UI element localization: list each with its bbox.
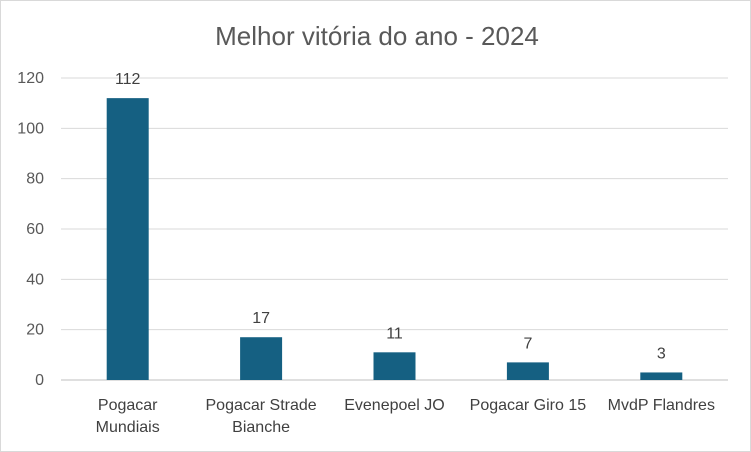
data-label: 17 [252,310,270,327]
gridlines [61,77,728,381]
data-labels: 112 17 11 7 3 [115,71,666,362]
x-category-label: Pogacar Giro 15 [470,397,587,414]
y-axis-ticks: 0 20 40 60 80 100 120 [17,70,44,389]
bar [640,372,683,380]
bar [106,98,149,380]
y-tick-label: 20 [26,322,44,339]
y-tick-label: 0 [35,372,44,389]
x-category-label: Pogacar Strade Bianche [206,397,317,436]
data-label: 3 [657,345,666,362]
y-tick-label: 80 [26,171,44,188]
bars [106,98,683,380]
y-tick-label: 60 [26,221,44,238]
x-category-label: MvdP Flandres [608,397,715,414]
y-tick-label: 100 [17,120,44,137]
x-category-label: Pogacar Mundiais [96,397,160,436]
bar [373,352,416,380]
x-axis-categories: Pogacar Mundiais Pogacar Strade Bianche Even… [96,397,715,436]
y-tick-label: 120 [17,70,44,87]
data-label: 7 [523,335,532,352]
chart-title: Melhor vitória do ano - 2024 [215,21,539,51]
data-label: 11 [386,325,403,342]
x-category-label: Evenepoel JO [344,397,445,414]
y-tick-label: 40 [26,271,44,288]
bar [240,337,283,380]
data-label: 112 [115,71,141,88]
bar [506,362,549,380]
